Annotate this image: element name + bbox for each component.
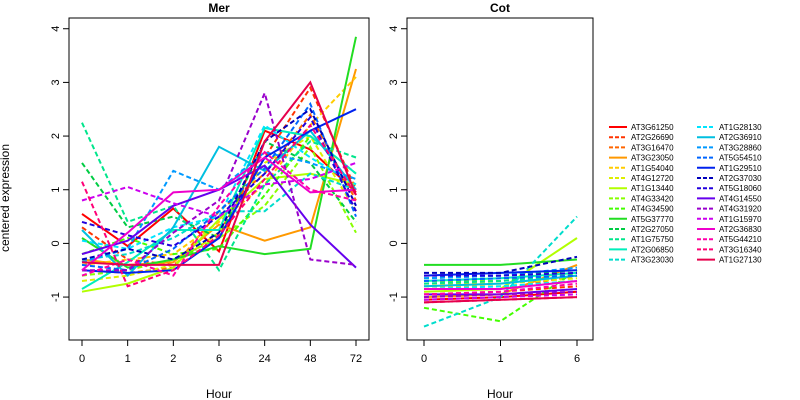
series-line-at2g37030 — [81, 107, 357, 261]
legend-label: AT4G12720 — [631, 174, 674, 183]
series-line-at5g54510 — [81, 101, 357, 272]
x-tick-label: 6 — [216, 353, 222, 365]
series-line-at5g18060 — [81, 115, 357, 248]
x-tick-label: 6 — [574, 353, 580, 365]
legend-label: AT3G16340 — [719, 245, 762, 254]
legend-label: AT3G16470 — [631, 143, 674, 152]
series-line-at5g44210 — [81, 150, 357, 277]
ticks-mer: -1 0 1 2 3 4 0 1 2 6 24 48 72 — [50, 26, 362, 365]
series-line-at5g37770 — [81, 36, 357, 269]
series-line-at1g27130 — [423, 296, 578, 304]
series-lines-mer — [81, 36, 357, 293]
series-line-at2g37030 — [424, 255, 578, 274]
y-tick-label: 3 — [50, 79, 62, 85]
series-line-at4g31920 — [82, 90, 357, 272]
y-tick-label: 3 — [388, 79, 400, 85]
legend-label: AT4G33420 — [631, 194, 674, 203]
series-line-at2g36830 — [81, 156, 357, 271]
legend-label: AT5G37770 — [631, 215, 674, 224]
legend-label: AT5G54510 — [719, 154, 762, 163]
x-tick-label: 2 — [170, 353, 176, 365]
legend-label: AT3G23050 — [631, 154, 674, 163]
legend-label: AT3G23030 — [631, 256, 674, 265]
y-tick-label: 0 — [50, 240, 62, 246]
x-axis-title-cot: Hour — [487, 387, 513, 400]
series-line-at4g34590 — [423, 269, 578, 323]
y-tick-label: 1 — [388, 187, 400, 193]
legend-label: AT1G28130 — [719, 123, 762, 132]
y-tick-label: -1 — [388, 292, 400, 302]
series-line-at4g33420 — [81, 144, 357, 277]
series-line-at1g27130 — [81, 80, 357, 266]
series-line-at2g06850 — [81, 126, 357, 290]
legend-label: AT3G28860 — [719, 143, 762, 152]
legend-label: AT2G36910 — [719, 133, 762, 142]
y-tick-label: 1 — [50, 187, 62, 193]
series-line-at3g61250 — [81, 129, 357, 254]
legend-label: AT1G54040 — [631, 164, 674, 173]
panel-title-cot: Cot — [490, 1, 510, 15]
x-tick-label: 0 — [421, 353, 427, 365]
series-line-at5g44210 — [423, 282, 578, 296]
y-tick-label: 4 — [388, 26, 400, 32]
y-tick-label: 2 — [50, 133, 62, 139]
x-tick-label: 1 — [125, 353, 131, 365]
legend-label: AT1G15970 — [719, 215, 762, 224]
x-tick-label: 72 — [350, 353, 362, 365]
series-line-at1g75750 — [423, 274, 578, 285]
series-line-at2g36830 — [424, 280, 578, 290]
series-line-at1g75750 — [81, 122, 357, 273]
y-axis-title: centered expression — [0, 144, 12, 252]
panel-title-mer: Mer — [208, 1, 230, 15]
legend-label: AT2G27050 — [631, 225, 674, 234]
series-line-at2g36910 — [423, 274, 578, 288]
series-line-at1g15970 — [423, 293, 578, 301]
panel-cot: Cot Hour -1 0 1 2 3 4 0 1 6 — [388, 1, 594, 400]
x-tick-label: 1 — [497, 353, 503, 365]
series-line-at4g31920 — [423, 290, 578, 299]
series-line-at4g34590 — [81, 134, 357, 256]
y-tick-label: 0 — [388, 240, 400, 246]
x-tick-label: 24 — [259, 353, 271, 365]
series-lines-cot — [423, 215, 578, 328]
legend-label: AT1G13440 — [631, 184, 674, 193]
legend-label: AT2G37030 — [719, 174, 762, 183]
legend-label: AT5G18060 — [719, 184, 762, 193]
x-axis-title-mer: Hour — [206, 387, 232, 400]
legend-label: AT1G75750 — [631, 235, 674, 244]
panel-mer: Mer Hour -1 0 1 2 3 4 0 1 2 6 24 48 72 — [50, 1, 370, 400]
legend-label: AT4G31920 — [719, 205, 762, 214]
legend-label: AT4G34590 — [631, 205, 674, 214]
x-tick-label: 0 — [79, 353, 85, 365]
y-tick-label: 4 — [50, 26, 62, 32]
series-line-at5g54510 — [423, 274, 578, 282]
legend: AT3G61250AT2G26690AT3G16470AT3G23050AT1G… — [609, 123, 762, 265]
series-line-at1g29510 — [81, 108, 357, 274]
y-tick-label: -1 — [50, 292, 62, 302]
legend-label: AT1G29510 — [719, 164, 762, 173]
legend-label: AT3G61250 — [631, 123, 674, 132]
series-line-at3g16340 — [81, 123, 357, 288]
ticks-cot: -1 0 1 2 3 4 0 1 6 — [388, 26, 580, 365]
legend-label: AT5G44210 — [719, 235, 762, 244]
legend-label: AT2G06850 — [631, 245, 674, 254]
series-line-at5g18060 — [424, 271, 578, 277]
legend-label: AT2G36830 — [719, 225, 762, 234]
x-tick-label: 48 — [304, 353, 316, 365]
y-tick-label: 2 — [388, 133, 400, 139]
legend-label: AT4G14550 — [719, 194, 762, 203]
series-line-at2g26690 — [81, 85, 357, 266]
legend-label: AT2G26690 — [631, 133, 674, 142]
legend-label: AT1G27130 — [719, 256, 762, 265]
